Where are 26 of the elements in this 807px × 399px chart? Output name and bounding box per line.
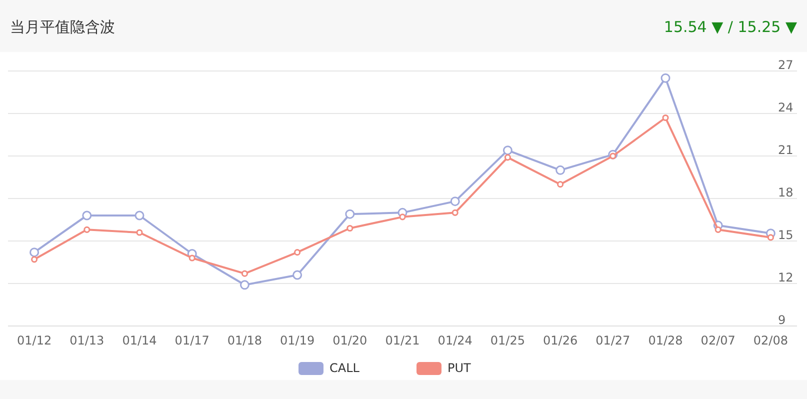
legend-label: CALL bbox=[330, 361, 360, 375]
x-tick-label: 01/26 bbox=[543, 334, 578, 348]
x-tick-label: 02/07 bbox=[700, 334, 736, 348]
y-tick-label: 24 bbox=[778, 100, 794, 114]
x-tick-label: 02/08 bbox=[753, 334, 788, 348]
y-tick-label: 12 bbox=[778, 270, 794, 284]
y-tick-label: 18 bbox=[778, 185, 794, 200]
x-tick-label: 01/25 bbox=[490, 334, 525, 348]
x-tick-label: 01/12 bbox=[17, 334, 52, 348]
y-tick-label: 15 bbox=[778, 228, 794, 242]
x-tick-label: 01/20 bbox=[332, 334, 368, 348]
x-tick-label: 01/28 bbox=[648, 334, 683, 348]
chart-title: 当月平值隐含波 bbox=[10, 18, 115, 36]
y-tick-label: 27 bbox=[778, 58, 794, 72]
legend-label: PUT bbox=[448, 361, 472, 375]
x-tick-label: 01/24 bbox=[438, 334, 472, 348]
x-tick-label: 01/21 bbox=[385, 334, 420, 348]
text: 15.54 ▼ / 15.25 ▼ bbox=[664, 18, 798, 36]
x-tick-label: 01/27 bbox=[596, 334, 630, 348]
x-tick-label: 01/19 bbox=[280, 334, 315, 348]
x-tick-label: 01/18 bbox=[227, 334, 262, 348]
x-tick-label: 01/14 bbox=[122, 334, 157, 348]
x-tick-label: 01/13 bbox=[70, 334, 104, 348]
y-tick-label: 9 bbox=[778, 312, 786, 327]
x-tick-label: 01/17 bbox=[174, 334, 210, 348]
y-tick-label: 21 bbox=[778, 142, 794, 157]
